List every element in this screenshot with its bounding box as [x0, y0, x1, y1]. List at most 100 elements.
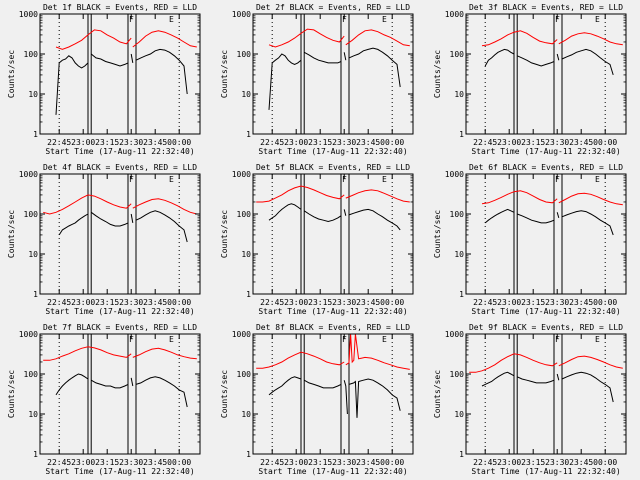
- series-events-line: [55, 55, 89, 115]
- y-tick-label: 1000: [19, 330, 38, 339]
- chart-panel: Det 3f BLACK = Events, RED = LLD F E 1 10 100…: [433, 3, 627, 156]
- interval-box: [300, 173, 305, 295]
- x-tick-label: 23:00: [284, 298, 308, 307]
- series-events-line: [268, 376, 302, 396]
- y-axis-label: Counts/sec: [220, 50, 229, 98]
- series-lld-line: [43, 346, 132, 361]
- series-lld-line: [558, 355, 623, 369]
- chart-panel: Det 7f BLACK = Events, RED = LLD F E 1 10 100…: [7, 323, 201, 476]
- series-lld-line: [345, 29, 410, 47]
- flag-label: F: [342, 335, 347, 344]
- y-tick-label: 10: [28, 410, 38, 419]
- y-tick-label: 10: [241, 90, 251, 99]
- x-tick-label: 23:30: [119, 458, 143, 467]
- chart-panel: Det 8f BLACK = Events, RED = LLD F E 1 10 100…: [220, 323, 414, 476]
- series-lld-line: [345, 333, 410, 370]
- plot-frame: [39, 173, 201, 295]
- x-tick-label: 00:00: [380, 298, 404, 307]
- y-tick-label: 1000: [445, 170, 464, 179]
- y-tick-label: 10: [454, 250, 464, 259]
- series-events-line: [303, 210, 342, 223]
- x-tick-label: 00:00: [167, 298, 191, 307]
- series-events-line: [481, 371, 515, 387]
- interval-box: [553, 333, 563, 455]
- series-events-line: [561, 48, 614, 76]
- interval-box: [87, 173, 92, 295]
- interval-box: [127, 13, 137, 135]
- y-tick-label: 1: [33, 290, 38, 299]
- chart-title: Det 5f BLACK = Events, RED = LLD: [256, 163, 410, 172]
- y-tick-label: 1000: [445, 10, 464, 19]
- x-tick-label: 23:30: [332, 298, 356, 307]
- x-tick-label: 22:45: [47, 138, 71, 147]
- x-tick-label: 00:00: [167, 458, 191, 467]
- series-lld-line: [558, 32, 623, 46]
- y-tick-label: 100: [24, 370, 39, 379]
- x-tick-label: 23:15: [521, 298, 545, 307]
- series-events-line: [343, 209, 347, 216]
- y-tick-label: 10: [241, 410, 251, 419]
- series-events-line: [348, 47, 401, 88]
- series-events-line: [556, 212, 560, 219]
- plot-frame: [465, 13, 627, 135]
- y-tick-label: 100: [450, 50, 465, 59]
- chart-panel: Det 5f BLACK = Events, RED = LLD F E 1 10 100…: [220, 163, 414, 316]
- series-events-line: [348, 378, 401, 418]
- x-tick-label: 23:30: [545, 138, 569, 147]
- y-axis-label: Counts/sec: [220, 370, 229, 418]
- series-events-line: [90, 379, 129, 389]
- series-events-line: [561, 210, 614, 236]
- flag-label: F: [129, 335, 134, 344]
- x-tick-label: 00:00: [593, 298, 617, 307]
- y-tick-label: 1000: [19, 170, 38, 179]
- x-tick-label: 23:00: [284, 458, 308, 467]
- interval-box: [340, 13, 350, 135]
- series-events-line: [556, 53, 560, 61]
- series-events-line: [517, 213, 555, 224]
- y-tick-label: 1: [246, 450, 251, 459]
- x-tick-label: 22:45: [47, 458, 71, 467]
- x-tick-label: 00:00: [593, 138, 617, 147]
- series-lld-line: [481, 190, 558, 205]
- series-lld-line: [481, 30, 558, 47]
- y-axis-label: Counts/sec: [433, 370, 442, 418]
- x-tick-label: 23:45: [569, 458, 593, 467]
- x-tick-label: 23:30: [545, 458, 569, 467]
- y-tick-label: 1: [459, 130, 464, 139]
- y-tick-label: 1000: [445, 330, 464, 339]
- series-events-line: [130, 377, 134, 387]
- chart-panel: Det 2f BLACK = Events, RED = LLD F E 1 10 100…: [220, 3, 414, 156]
- x-tick-label: 22:45: [260, 458, 284, 467]
- plot-frame: [252, 13, 414, 135]
- plot-frame: [252, 333, 414, 455]
- flag-label: E: [169, 15, 174, 24]
- x-axis-label: Start Time (17-Aug-11 22:32:40): [471, 467, 620, 476]
- x-tick-label: 23:30: [119, 138, 143, 147]
- y-tick-label: 1: [459, 290, 464, 299]
- series-events-line: [55, 373, 89, 396]
- interval-box: [87, 13, 92, 135]
- series-events-line: [268, 203, 302, 221]
- series-lld-line: [469, 353, 558, 373]
- plot-frame: [39, 333, 201, 455]
- x-tick-label: 23:45: [356, 298, 380, 307]
- x-tick-label: 23:15: [521, 138, 545, 147]
- x-tick-label: 22:45: [473, 458, 497, 467]
- flag-label: F: [555, 15, 560, 24]
- flag-label: E: [169, 175, 174, 184]
- series-events-line: [268, 53, 302, 110]
- series-events-line: [343, 380, 348, 415]
- x-tick-label: 23:15: [308, 138, 332, 147]
- interval-box: [340, 333, 350, 455]
- chart-panel: Det 4f BLACK = Events, RED = LLD F E 1 10 100…: [7, 163, 201, 316]
- y-tick-label: 1000: [232, 10, 251, 19]
- y-tick-label: 100: [450, 210, 465, 219]
- x-tick-label: 23:15: [521, 458, 545, 467]
- y-axis-label: Counts/sec: [433, 210, 442, 258]
- series-events-line: [303, 51, 342, 64]
- series-lld-line: [558, 192, 623, 206]
- x-tick-label: 23:15: [308, 298, 332, 307]
- y-tick-label: 10: [241, 250, 251, 259]
- series-events-line: [484, 48, 515, 67]
- y-tick-label: 1: [33, 450, 38, 459]
